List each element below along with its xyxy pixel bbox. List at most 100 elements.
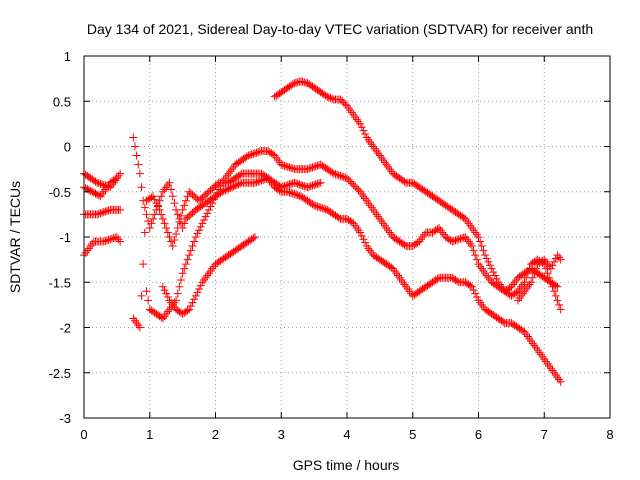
data-point (459, 233, 468, 242)
data-point (338, 172, 347, 181)
data-point (331, 170, 340, 179)
data-point (213, 180, 222, 189)
data-point (292, 179, 301, 188)
data-point (310, 180, 319, 189)
data-point (543, 269, 552, 278)
data-point (262, 173, 271, 182)
data-point (106, 235, 115, 244)
data-point (433, 225, 442, 234)
data-point (336, 171, 345, 180)
data-point (193, 229, 202, 238)
y-tick-labels: -3 -2.5 -2 -1.5 -1 -0.5 0 0.5 1 (49, 49, 71, 426)
data-point (556, 255, 565, 264)
data-point (252, 148, 261, 157)
series-track-g (142, 147, 562, 323)
data-point (489, 268, 498, 277)
data-point (486, 261, 495, 270)
data-point (132, 151, 141, 160)
data-point (175, 217, 184, 226)
data-point (101, 207, 110, 216)
data-point (290, 178, 299, 187)
data-point (211, 192, 220, 201)
data-point (469, 286, 478, 295)
data-point (247, 150, 256, 159)
data-point (303, 183, 312, 192)
data-point (546, 264, 555, 273)
data-point (555, 300, 564, 309)
data-point (326, 94, 335, 103)
data-point (191, 291, 200, 300)
series-track-h (270, 77, 565, 314)
data-point (321, 205, 330, 214)
data-point (287, 188, 296, 197)
data-series (80, 77, 565, 386)
data-point (236, 170, 245, 179)
data-point (201, 212, 210, 221)
data-point (551, 291, 560, 300)
data-point (551, 254, 560, 263)
x-tick-label: 5 (409, 427, 416, 442)
data-point (328, 94, 337, 103)
data-point (93, 210, 102, 219)
data-point (96, 179, 105, 188)
data-point (548, 282, 557, 291)
data-point (359, 126, 368, 135)
series-track-f (129, 169, 565, 386)
data-point (454, 235, 463, 244)
series-track-b (80, 205, 125, 219)
data-point (157, 192, 166, 201)
data-point (199, 216, 208, 225)
data-point (176, 211, 185, 220)
data-point (324, 93, 333, 102)
data-point (249, 149, 258, 158)
data-point (186, 302, 195, 311)
data-point (98, 180, 107, 189)
data-point (99, 237, 108, 246)
data-point (288, 80, 297, 89)
data-point (349, 180, 358, 189)
data-point (477, 242, 486, 251)
data-point (351, 182, 360, 191)
data-point (221, 186, 230, 195)
data-point (190, 295, 199, 304)
data-point (196, 222, 205, 231)
data-point (339, 98, 348, 107)
data-point (315, 179, 324, 188)
data-point (282, 162, 291, 171)
data-point (316, 178, 325, 187)
data-point (459, 213, 468, 222)
data-point (173, 289, 182, 298)
data-point (165, 233, 174, 241)
data-point (471, 251, 480, 260)
data-point (180, 219, 189, 228)
data-point (548, 261, 557, 270)
data-point (176, 275, 185, 284)
data-point (338, 97, 347, 106)
data-point (288, 189, 297, 198)
x-tick-label: 0 (80, 427, 87, 442)
x-tick-label: 3 (278, 427, 285, 442)
y-axis-label: SDTVAR / TECUs (7, 181, 23, 293)
data-point (255, 147, 264, 156)
data-point (111, 175, 120, 184)
data-point (158, 282, 167, 291)
data-point (254, 177, 263, 186)
data-point (321, 91, 330, 100)
data-point (168, 192, 177, 201)
y-tick-label: 1 (64, 49, 71, 64)
data-point (352, 184, 361, 193)
data-point (252, 178, 261, 187)
data-point (255, 177, 264, 186)
data-point (204, 205, 213, 214)
data-point (86, 186, 95, 195)
data-point (180, 264, 189, 273)
data-point (329, 169, 338, 178)
data-point (356, 228, 365, 237)
data-point (295, 180, 304, 189)
data-point (275, 186, 284, 195)
data-point (476, 237, 485, 246)
data-point (556, 377, 565, 386)
data-point (98, 208, 107, 217)
data-point (236, 179, 245, 188)
data-point (180, 201, 189, 210)
